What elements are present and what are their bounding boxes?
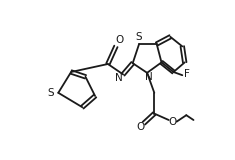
Text: F: F — [184, 69, 190, 79]
Text: N: N — [115, 73, 123, 83]
Text: O: O — [115, 35, 123, 45]
Text: S: S — [135, 32, 142, 42]
Text: S: S — [47, 88, 54, 98]
Text: O: O — [168, 117, 177, 127]
Text: N: N — [145, 72, 153, 82]
Text: O: O — [137, 122, 145, 132]
